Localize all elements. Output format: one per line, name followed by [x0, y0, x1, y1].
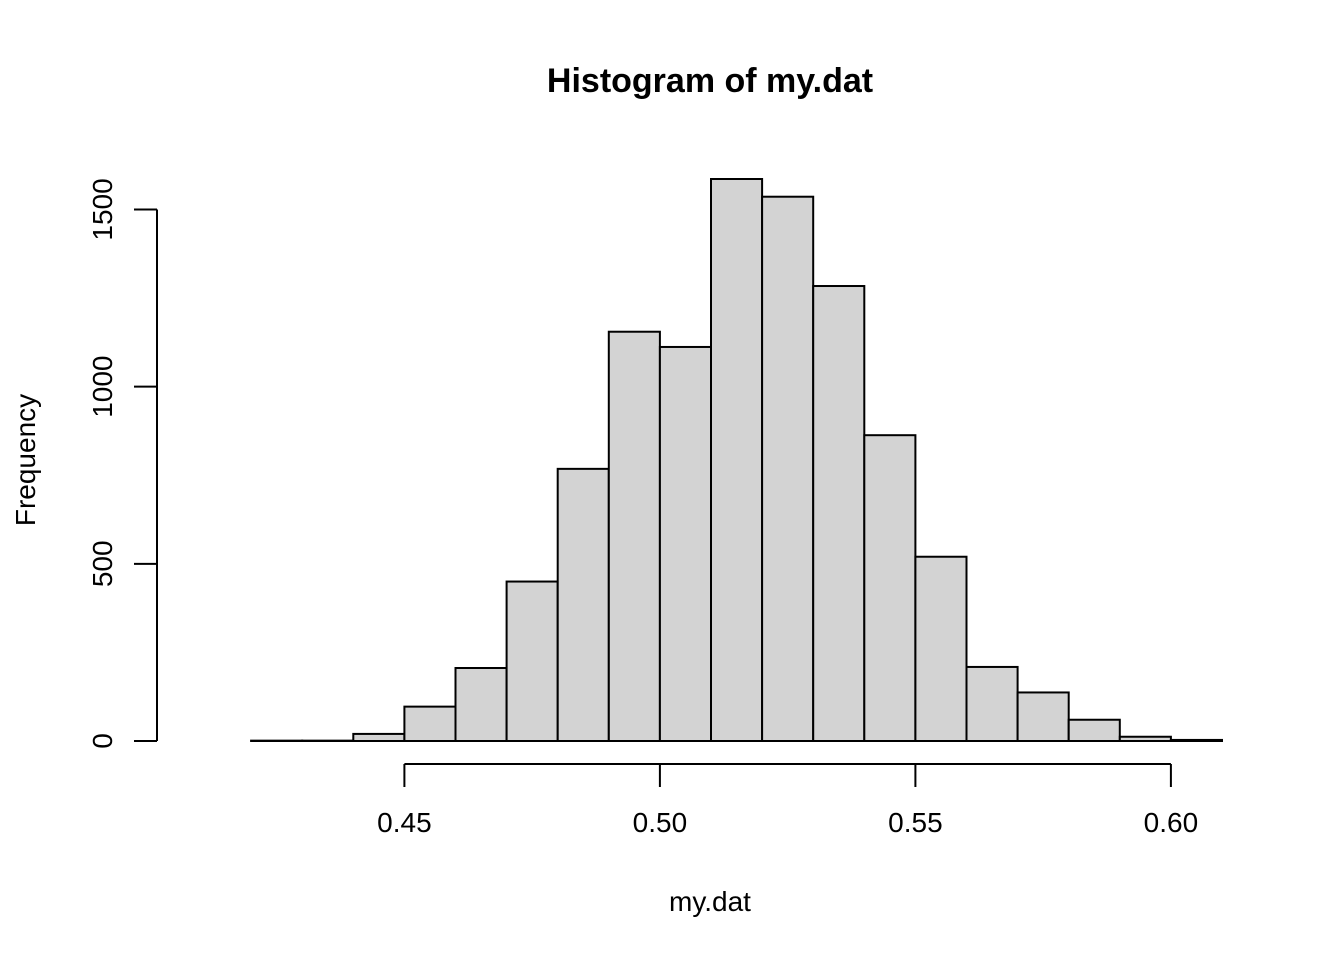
x-tick-label-1: 0.50: [633, 807, 688, 838]
chart-title: Histogram of my.dat: [547, 62, 873, 100]
histogram-bar-3: [352, 732, 406, 742]
x-tick-label-0: 0.45: [377, 807, 432, 838]
histogram-bar-8: [607, 330, 661, 742]
y-tick-label-0: 0: [87, 733, 118, 749]
x-tick-label-3: 0.60: [1144, 807, 1199, 838]
y-axis-label: Frequency: [10, 394, 41, 526]
bars-group: [250, 178, 1224, 743]
x-axis: 0.45 0.50 0.55 0.60: [377, 763, 1199, 838]
histogram-bar-16: [1016, 691, 1070, 743]
histogram-bar-7: [556, 467, 610, 742]
histogram-bar-14: [914, 555, 968, 743]
histogram-bar-6: [505, 580, 559, 742]
histogram-bar-5: [454, 667, 508, 742]
histogram-bar-4: [403, 705, 457, 742]
histogram-bar-15: [965, 665, 1019, 742]
y-tick-label-1: 500: [87, 540, 118, 587]
y-tick-label-2: 1000: [87, 356, 118, 418]
histogram-bar-19: [1169, 738, 1224, 743]
histogram-bar-17: [1067, 718, 1121, 742]
y-tick-label-3: 1500: [87, 178, 118, 240]
x-tick-label-2: 0.55: [888, 807, 943, 838]
x-axis-label: my.dat: [669, 886, 751, 917]
histogram-bar-18: [1118, 735, 1172, 743]
histogram-bar-11: [761, 195, 815, 742]
histogram-bar-12: [812, 285, 866, 742]
y-axis: 0 500 1000 1500: [87, 178, 158, 749]
histogram-bar-9: [658, 345, 713, 742]
histogram-bar-10: [710, 178, 764, 742]
histogram-bar-13: [863, 434, 917, 742]
